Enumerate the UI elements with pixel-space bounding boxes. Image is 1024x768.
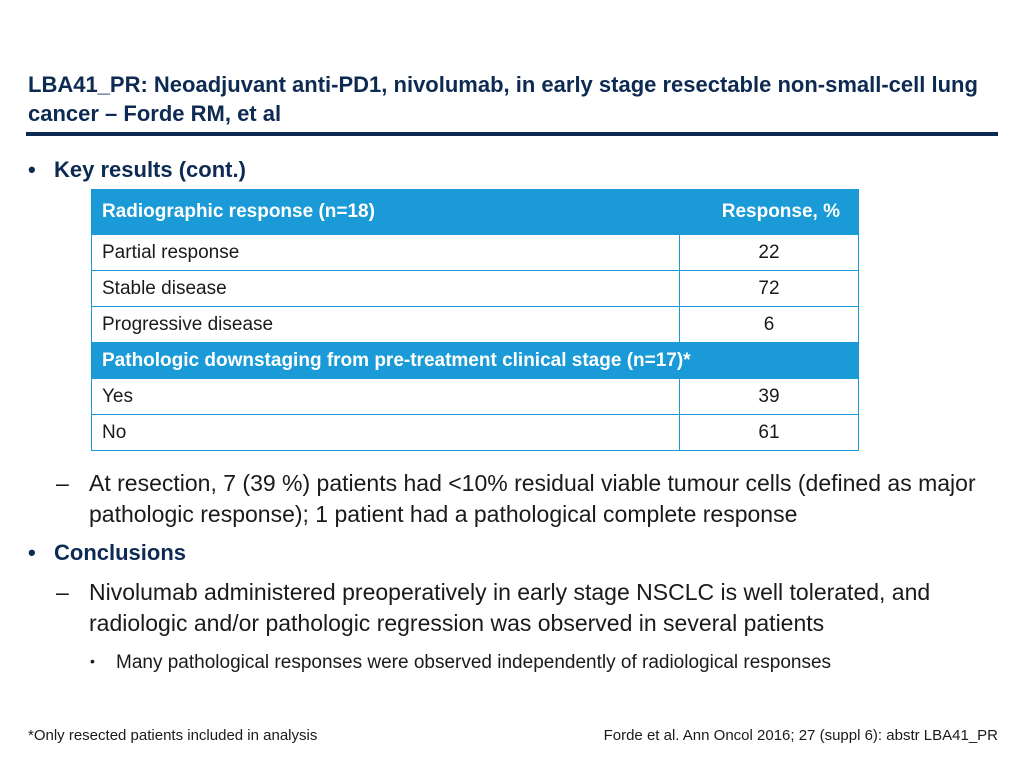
conclusions-label: Conclusions xyxy=(54,540,187,565)
dash-icon: – xyxy=(56,470,69,496)
dash-icon: – xyxy=(56,579,69,605)
row-value: 6 xyxy=(679,306,859,343)
table-row: Progressive disease 6 xyxy=(91,306,859,343)
bullet-icon: • xyxy=(28,540,36,565)
conclusions-bullet: • Conclusions xyxy=(28,540,186,566)
title-divider xyxy=(26,132,998,136)
pathologic-header: Pathologic downstaging from pre-treatmen… xyxy=(91,342,859,379)
conclusions-sub-detail-text: Many pathological responses were observe… xyxy=(116,652,832,673)
row-label: Progressive disease xyxy=(91,306,680,343)
bullet-icon: • xyxy=(28,157,36,182)
slide-title: LBA41_PR: Neoadjuvant anti-PD1, nivoluma… xyxy=(28,72,978,126)
bullet-icon: • xyxy=(90,653,95,669)
table-row: Partial response 22 xyxy=(91,234,859,271)
key-results-label: Key results (cont.) xyxy=(54,157,246,182)
row-value: 72 xyxy=(679,270,859,307)
header-value: Response, % xyxy=(679,189,859,235)
conclusions-detail: – Nivolumab administered preoperatively … xyxy=(56,577,1006,639)
row-value: 61 xyxy=(679,414,859,451)
header-label: Radiographic response (n=18) xyxy=(91,189,680,235)
key-results-detail: – At resection, 7 (39 %) patients had <1… xyxy=(56,468,1006,530)
conclusions-sub-detail: • Many pathological responses were observ… xyxy=(90,649,1010,675)
row-value: 22 xyxy=(679,234,859,271)
row-label: Yes xyxy=(91,378,680,415)
row-label: Stable disease xyxy=(91,270,680,307)
results-table: Radiographic response (n=18) Response, %… xyxy=(91,189,859,451)
reference: Forde et al. Ann Oncol 2016; 27 (suppl 6… xyxy=(603,727,998,744)
table-row: Yes 39 xyxy=(91,378,859,415)
key-results-bullet: • Key results (cont.) xyxy=(28,157,246,183)
footnote: *Only resected patients included in anal… xyxy=(28,727,318,744)
table-section-header-row: Pathologic downstaging from pre-treatmen… xyxy=(91,342,859,379)
key-results-detail-text: At resection, 7 (39 %) patients had <10%… xyxy=(89,470,976,527)
table-row: Stable disease 72 xyxy=(91,270,859,307)
row-label: Partial response xyxy=(91,234,680,271)
conclusions-detail-text: Nivolumab administered preoperatively in… xyxy=(89,579,931,636)
table-header-row: Radiographic response (n=18) Response, % xyxy=(91,189,859,235)
row-value: 39 xyxy=(679,378,859,415)
table-row: No 61 xyxy=(91,414,859,451)
row-label: No xyxy=(91,414,680,451)
